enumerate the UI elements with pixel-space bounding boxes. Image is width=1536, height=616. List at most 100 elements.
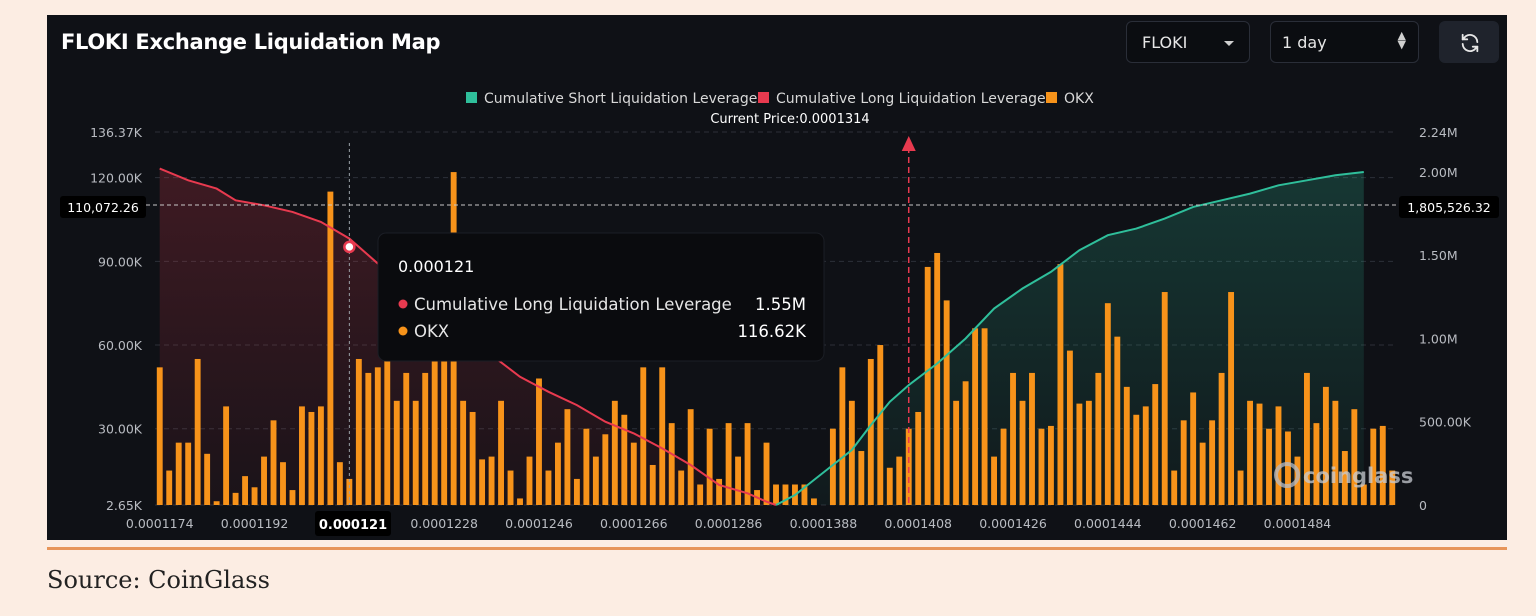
crosshair-x-label: 0.000121 — [315, 511, 391, 536]
x-tick-label: 0.0001228 — [410, 516, 478, 531]
interval-select[interactable]: 1 day ▲ ▼ — [1270, 21, 1419, 63]
okx-bar — [1237, 470, 1244, 505]
okx-bar — [1152, 384, 1159, 505]
okx-bar — [886, 467, 893, 505]
okx-bar — [1332, 400, 1339, 505]
okx-bar — [166, 470, 173, 505]
okx-bar — [355, 358, 362, 505]
okx-bar — [1275, 406, 1282, 505]
coin-select[interactable]: FLOKI — [1126, 21, 1250, 63]
okx-bar — [251, 487, 258, 505]
crosshair-point — [343, 240, 356, 254]
okx-bar — [829, 428, 836, 505]
okx-bar — [1095, 372, 1102, 505]
okx-bar — [431, 358, 438, 505]
liquidation-chart: Cumulative Short Liquidation Leverage Cu… — [60, 91, 1499, 536]
okx-bar — [261, 456, 267, 505]
okx-bar — [1019, 400, 1026, 505]
watermark-text: coinglass — [1303, 464, 1413, 488]
okx-bar — [630, 442, 637, 505]
okx-bar — [716, 478, 723, 505]
tooltip-row-long-value: 1.55M — [755, 295, 806, 314]
crosshair-x-value: 0.000121 — [319, 518, 387, 533]
x-tick-label: 0.0001388 — [790, 516, 858, 531]
chevron-updown-icon: ▲ ▼ — [1397, 29, 1406, 51]
x-tick-label: 0.0001444 — [1074, 516, 1142, 531]
interval-select-value: 1 day — [1282, 33, 1327, 52]
okx-bar — [213, 501, 220, 505]
okx-bar — [1085, 400, 1092, 505]
okx-bar — [1057, 264, 1064, 505]
legend-label-short: Cumulative Short Liquidation Leverage — [484, 91, 757, 107]
chevron-down-icon — [1224, 41, 1234, 46]
okx-bar — [289, 490, 296, 505]
okx-bar — [1133, 414, 1140, 505]
okx-bar — [953, 400, 960, 505]
okx-bar — [185, 442, 192, 505]
okx-bar — [592, 456, 599, 505]
okx-bar — [204, 453, 211, 505]
source-caption: Source: CoinGlass — [47, 566, 270, 594]
okx-bar — [1010, 372, 1016, 505]
refresh-button[interactable] — [1439, 21, 1499, 63]
okx-bar — [1266, 428, 1272, 505]
x-tick-label: 0.0001174 — [126, 516, 194, 531]
okx-bar — [602, 434, 609, 505]
okx-bar — [1161, 292, 1168, 505]
okx-bar — [1171, 470, 1178, 505]
okx-bar — [194, 358, 201, 505]
okx-bar — [1351, 409, 1358, 505]
okx-bar — [867, 358, 874, 505]
okx-bar — [242, 476, 249, 505]
okx-bar — [232, 492, 239, 505]
right-tick-label: 1.00M — [1419, 331, 1458, 346]
okx-bar — [564, 409, 571, 505]
okx-bar — [981, 328, 988, 505]
x-tick-label: 0.0001246 — [505, 516, 573, 531]
legend-swatch-long — [758, 92, 769, 103]
okx-bar — [393, 400, 400, 505]
okx-bar — [1076, 403, 1083, 505]
tooltip-title: 0.000121 — [398, 257, 474, 276]
tooltip-row-okx-name: OKX — [414, 322, 449, 341]
okx-bar — [175, 442, 182, 505]
okx-bar — [336, 462, 343, 505]
okx-bar — [507, 470, 514, 505]
okx-bar — [924, 266, 931, 505]
okx-bar — [1048, 425, 1054, 505]
left-axis: 2.65K 30.00K 60.00K 90.00K 120.00K 136.37K — [90, 125, 143, 513]
okx-bar — [1038, 428, 1045, 505]
okx-bar — [517, 498, 523, 505]
okx-bar — [1190, 392, 1197, 505]
okx-bar — [1228, 292, 1235, 505]
x-tick-label: 0.0001462 — [1169, 516, 1237, 531]
okx-bar — [365, 372, 372, 505]
okx-bar — [801, 484, 808, 505]
okx-bar — [735, 456, 742, 505]
chart-panel: FLOKI Exchange Liquidation Map FLOKI 1 d… — [47, 15, 1507, 540]
okx-bar — [1313, 423, 1320, 505]
okx-bar — [460, 400, 467, 505]
okx-bar — [422, 372, 429, 505]
okx-bar — [1256, 403, 1263, 505]
x-tick-label: 0.0001266 — [600, 516, 668, 531]
okx-bar — [621, 414, 628, 505]
short-liquidation-area — [776, 172, 1364, 505]
okx-bar — [649, 464, 656, 505]
okx-bar — [573, 478, 580, 505]
okx-bar — [839, 367, 846, 505]
okx-bar — [488, 456, 495, 505]
right-tick-label: 2.00M — [1419, 165, 1458, 180]
okx-bar — [1180, 420, 1187, 505]
left-tick-label: 90.00K — [98, 254, 143, 269]
okx-bar — [299, 406, 305, 505]
okx-bar — [943, 300, 950, 505]
x-tick-label: 0.0001286 — [695, 516, 763, 531]
left-tick-label: 120.00K — [90, 171, 143, 186]
okx-bar — [1379, 425, 1386, 505]
x-tick-label: 0.0001192 — [221, 516, 289, 531]
tooltip-row-okx-value: 116.62K — [737, 322, 807, 341]
okx-bar — [223, 406, 230, 505]
okx-bar — [412, 400, 419, 505]
current-price-arrow-icon — [901, 136, 916, 151]
